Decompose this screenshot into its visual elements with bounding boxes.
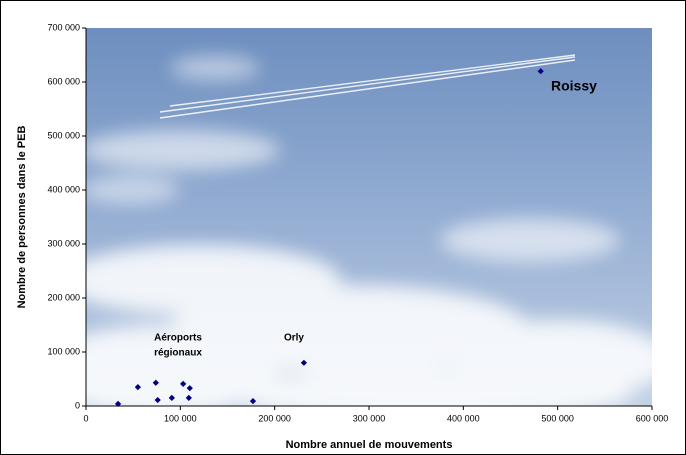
annotation: régionaux bbox=[154, 348, 202, 359]
y-tick-label: 200 000 bbox=[47, 292, 80, 302]
point bbox=[168, 394, 175, 402]
x-tick-label: 100 000 bbox=[164, 413, 197, 423]
y-tick-label: 0 bbox=[75, 400, 80, 410]
y-tick-label: 300 000 bbox=[47, 238, 80, 248]
x-axis-title: Nombre annuel de mouvements bbox=[286, 439, 453, 451]
y-tick-label: 500 000 bbox=[47, 130, 80, 140]
x-tick-label: 600 000 bbox=[636, 413, 669, 423]
annotation: Roissy bbox=[551, 78, 597, 94]
annotation: Aéroports bbox=[154, 333, 202, 344]
y-tick-label: 600 000 bbox=[47, 76, 80, 86]
annotation: Orly bbox=[284, 333, 304, 344]
y-tick-label: 400 000 bbox=[47, 184, 80, 194]
x-tick-label: 0 bbox=[83, 413, 88, 423]
point bbox=[537, 68, 544, 75]
y-axis-title: Nombre de personnes dans le PEB bbox=[16, 126, 28, 309]
y-tick-label: 100 000 bbox=[47, 346, 80, 356]
x-tick-label: 300 000 bbox=[353, 413, 386, 423]
sky-background bbox=[86, 28, 652, 406]
point bbox=[300, 359, 308, 366]
x-tick-label: 400 000 bbox=[447, 413, 480, 423]
x-tick-label: 200 000 bbox=[258, 413, 291, 423]
y-tick-label: 700 000 bbox=[47, 22, 80, 32]
x-tick-label: 500 000 bbox=[541, 413, 574, 423]
